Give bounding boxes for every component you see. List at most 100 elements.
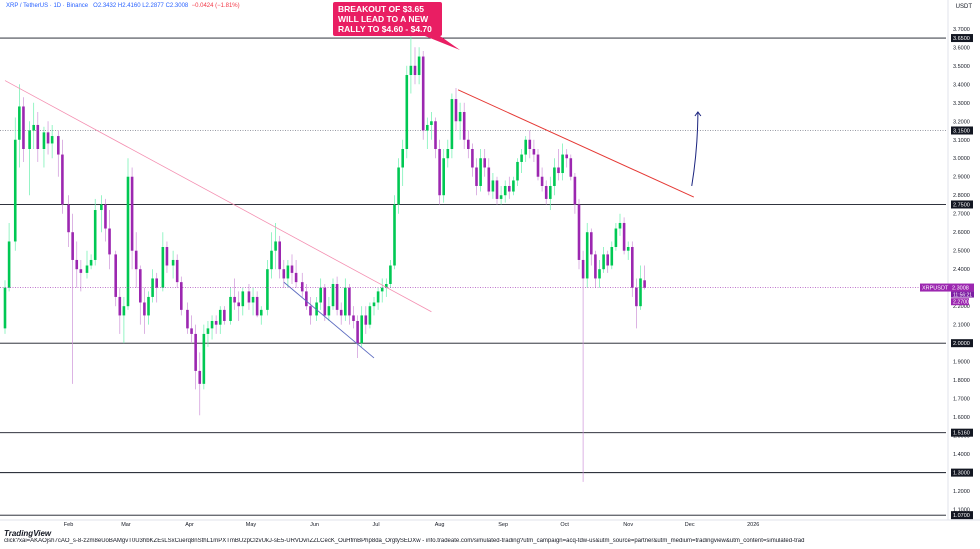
candle-body	[421, 56, 425, 131]
candle-body	[540, 176, 544, 186]
level-price-tag	[951, 34, 973, 43]
candle-body	[194, 333, 197, 371]
candle-body	[380, 287, 384, 292]
candle-body	[339, 309, 343, 316]
candle-body	[475, 167, 478, 186]
candle-body	[71, 232, 74, 260]
candle-body	[512, 180, 515, 192]
level-price-label: 2.7500	[953, 202, 970, 208]
callout-pointer	[425, 36, 460, 50]
candle-body	[223, 309, 226, 321]
x-tick-label: 2026	[747, 522, 759, 528]
candle-body	[401, 148, 404, 168]
candle-body	[467, 139, 470, 149]
secondary-price-label: 2.2700	[953, 300, 969, 306]
x-tick-label: Feb	[64, 522, 73, 528]
candle-body	[372, 302, 376, 307]
candle-body	[278, 241, 281, 270]
level-price-label: 2.0000	[953, 341, 970, 347]
candle-body	[3, 287, 7, 329]
footer-url[interactable]: click?xai=AKAOjsh7cAO_s-8-z2m8eUoBAMgvT0…	[4, 538, 805, 544]
candle-body	[241, 291, 245, 307]
candle-body	[544, 185, 548, 199]
candle-body	[397, 167, 400, 205]
countdown-label: 11:56:21	[953, 293, 972, 299]
candle-body	[618, 222, 622, 229]
x-tick-label: Oct	[560, 522, 569, 528]
candle-body	[114, 254, 117, 297]
currency-unit-label: USDT	[955, 4, 972, 10]
candle-body	[233, 296, 236, 303]
candle-body	[50, 136, 54, 144]
y-tick-label: 2.1000	[953, 323, 970, 329]
candle-body	[516, 161, 519, 181]
candle-body	[376, 291, 380, 303]
candle-body	[450, 99, 454, 149]
candle-body	[405, 75, 409, 149]
y-tick-label: 2.8000	[953, 193, 970, 199]
candle-body	[100, 204, 103, 211]
y-tick-label: 1.9000	[953, 360, 970, 366]
candle-body	[499, 195, 503, 199]
y-tick-label: 3.5000	[953, 64, 970, 70]
candle-body	[139, 269, 142, 303]
candle-body	[126, 176, 130, 307]
current-price-tag	[920, 283, 974, 292]
candle-body	[202, 333, 206, 384]
candle-body	[270, 250, 273, 270]
candle-body	[393, 204, 396, 266]
candle-body	[255, 296, 259, 316]
y-tick-label: 3.1000	[953, 138, 970, 144]
candle-body	[577, 204, 581, 260]
candle-body	[323, 287, 327, 316]
y-tick-label: 1.2000	[953, 489, 970, 495]
candle-body	[251, 296, 255, 303]
candle-body	[104, 204, 107, 229]
projection-arrow-head	[694, 111, 702, 117]
candle-body	[315, 302, 318, 316]
y-tick-label: 3.7000	[953, 27, 970, 33]
candle-body	[286, 265, 290, 279]
candle-body	[214, 320, 218, 325]
candle-body	[229, 296, 232, 321]
candle-body	[487, 167, 491, 192]
x-tick-label: Aug	[435, 522, 445, 528]
candle-body	[368, 306, 372, 325]
level-price-label: 1.0700	[953, 513, 970, 519]
candle-body	[528, 139, 532, 149]
candle-body	[352, 315, 355, 321]
candle-body	[300, 282, 304, 292]
candle-body	[319, 287, 322, 303]
candle-body	[206, 328, 210, 334]
candle-body	[18, 106, 21, 140]
candle-body	[430, 121, 433, 125]
level-price-tag	[951, 468, 973, 477]
candle-body	[389, 265, 392, 284]
candle-body	[536, 154, 540, 177]
candle-body	[594, 254, 597, 279]
level-price-tag	[951, 200, 973, 209]
candle-body	[602, 254, 605, 270]
candle-body	[130, 176, 134, 251]
candle-body	[28, 130, 31, 149]
candle-body	[75, 259, 79, 270]
candle-body	[508, 185, 511, 192]
candle-body	[305, 291, 308, 307]
y-tick-label: 1.6000	[953, 415, 970, 421]
candle-body	[557, 167, 560, 174]
candle-body	[32, 124, 35, 131]
red-downtrend-line	[457, 89, 695, 198]
current-price-value: 2.3008	[952, 286, 969, 292]
candle-body	[569, 158, 573, 177]
candle-body	[218, 309, 222, 325]
y-tick-label: 1.4000	[953, 452, 970, 458]
candle-body	[639, 278, 642, 307]
candle-body	[462, 112, 466, 140]
candle-body	[364, 315, 368, 325]
candle-body	[438, 148, 441, 196]
candle-body	[46, 132, 50, 144]
price-change: −0.0424 (−1.81%)	[191, 3, 240, 9]
y-tick-label: 2.2000	[953, 304, 970, 310]
candle-body	[409, 65, 413, 76]
